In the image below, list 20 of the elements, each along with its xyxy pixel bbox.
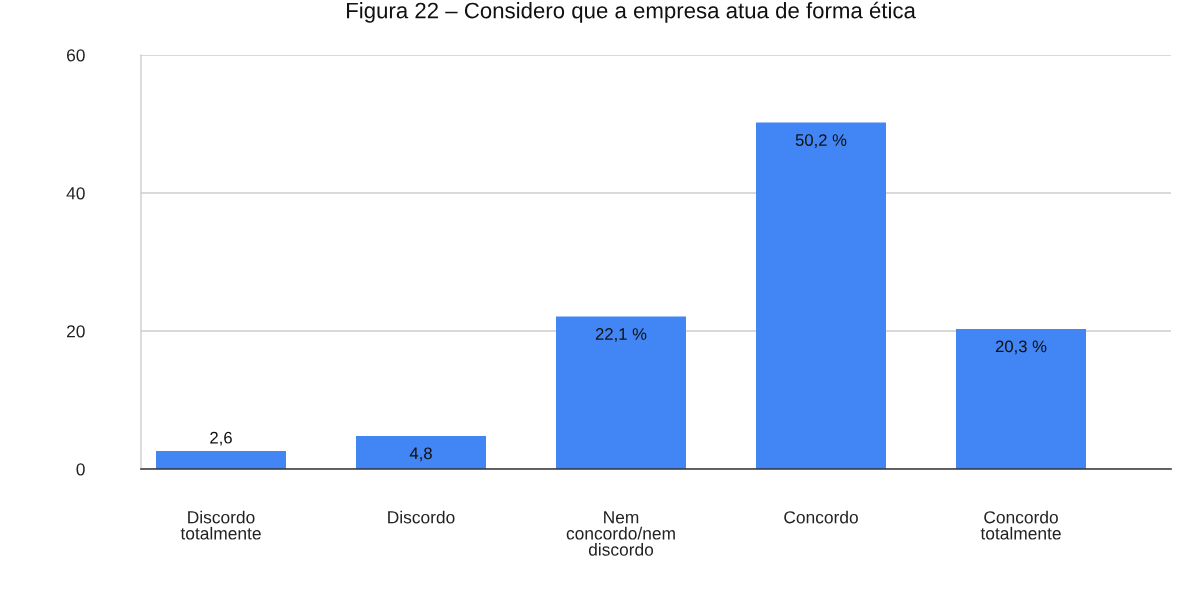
x-tick-label: Nem concordo/nem discordo [566, 511, 675, 556]
data-label: 22,1 % [595, 328, 647, 342]
bar [156, 451, 286, 469]
x-tick-label: Concordo [784, 510, 858, 524]
bar [956, 328, 1086, 469]
data-label: 4,8 [409, 447, 432, 462]
bar [556, 316, 686, 469]
data-label: 50,2 % [795, 134, 847, 148]
x-tick-label: Discordo totalmente [180, 510, 261, 540]
y-tick-label: 60 [67, 49, 85, 62]
data-label: 20,3 % [995, 340, 1047, 355]
x-tick-label: Discordo [388, 510, 455, 524]
y-tick-label: 0 [76, 463, 85, 476]
chart-title: Figura 22 – Considero que a empresa atua de forma ética [347, 1, 916, 23]
y-tick-label: 40 [66, 187, 85, 200]
data-label: 2,6 [210, 431, 232, 446]
y-tick-label: 20 [67, 325, 85, 338]
bar [356, 435, 486, 469]
x-tick-label: Concordo totalmente [980, 510, 1061, 540]
bar [756, 122, 886, 469]
